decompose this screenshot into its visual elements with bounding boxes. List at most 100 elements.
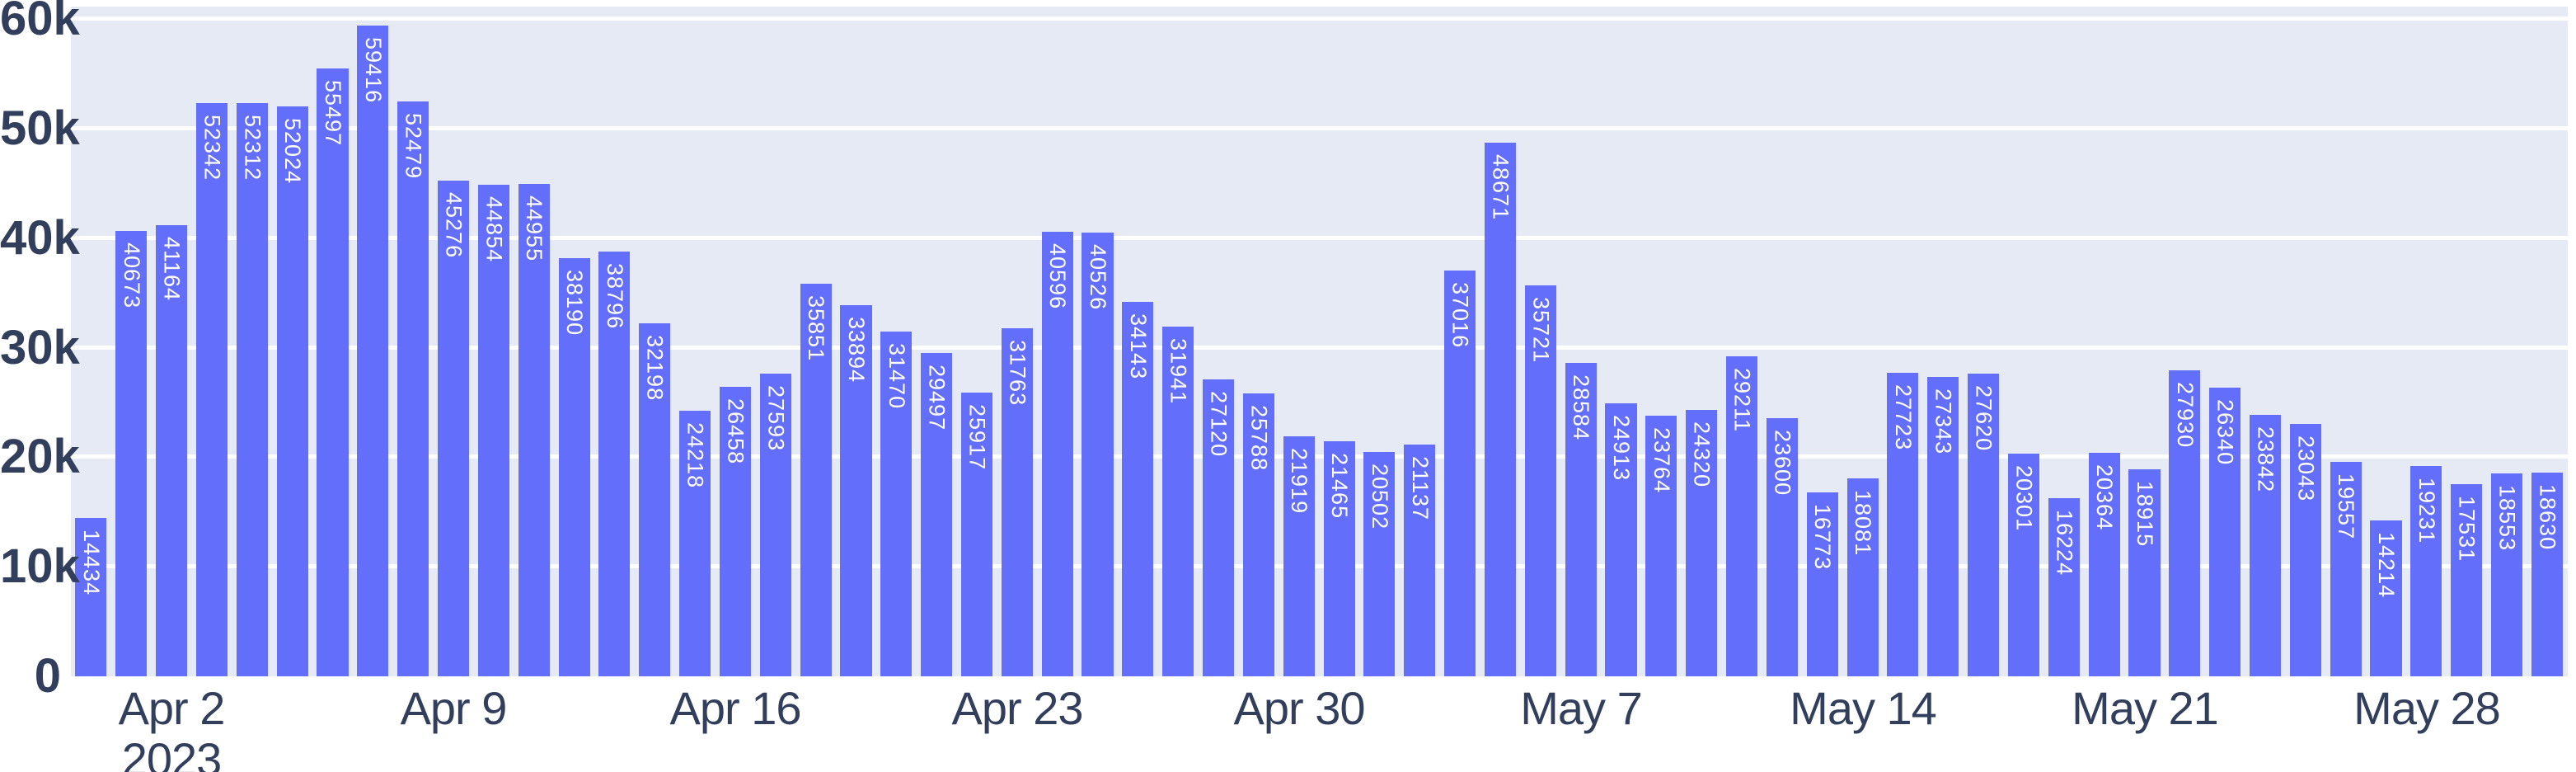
bar-slot: 18915 (2124, 7, 2165, 676)
bar-2023-05-03[interactable]: 21137 (1404, 445, 1436, 676)
bar-slot: 44955 (514, 7, 554, 676)
bar-2023-05-27[interactable]: 14214 (2370, 520, 2402, 676)
bar-2023-05-23[interactable]: 26340 (2209, 388, 2241, 676)
bar-2023-04-15[interactable]: 24218 (679, 411, 711, 676)
bar-slot: 31763 (997, 7, 1037, 676)
bar-slot: 41164 (152, 7, 192, 676)
bar-2023-04-11[interactable]: 44955 (518, 184, 550, 676)
x-tick-label: May 14 (1731, 685, 1995, 732)
plot-area[interactable]: 14434 40673 41164 52342 52312 52024 55497 59416… (71, 7, 2568, 676)
bar-2023-05-28[interactable]: 19231 (2410, 466, 2442, 676)
bar-2023-05-29[interactable]: 17531 (2451, 484, 2483, 676)
bar-2023-04-03[interactable]: 52342 (195, 103, 228, 676)
bar-2023-04-08[interactable]: 52479 (397, 101, 429, 676)
bar-value-label: 25917 (964, 404, 990, 471)
bar-2023-04-26[interactable]: 34143 (1122, 302, 1154, 676)
bar-2023-04-18[interactable]: 35851 (800, 284, 832, 676)
bar-2023-04-07[interactable]: 59416 (357, 26, 389, 676)
bar-2023-05-06[interactable]: 35721 (1524, 285, 1556, 676)
bar-value-label: 18915 (2132, 481, 2157, 548)
bar-value-label: 28584 (1569, 374, 1594, 441)
bar-2023-05-08[interactable]: 24913 (1605, 403, 1637, 676)
bar-2023-05-19[interactable]: 16224 (2048, 498, 2080, 676)
bar-2023-05-05[interactable]: 48671 (1484, 143, 1516, 676)
bar-2023-04-27[interactable]: 31941 (1162, 327, 1194, 676)
bar-2023-05-12[interactable]: 23600 (1766, 418, 1798, 676)
bar-2023-04-02[interactable]: 41164 (156, 225, 188, 676)
bar-2023-04-19[interactable]: 33894 (840, 305, 872, 676)
bar-2023-04-30[interactable]: 21919 (1283, 436, 1315, 676)
bar-slot: 40596 (1037, 7, 1077, 676)
bar-value-label: 44955 (522, 195, 547, 262)
bar-2023-05-11[interactable]: 29211 (1725, 356, 1758, 676)
bar-2023-04-20[interactable]: 31470 (880, 332, 913, 676)
bar-2023-05-04[interactable]: 37016 (1444, 271, 1476, 676)
bar-value-label: 17531 (2454, 496, 2480, 563)
bar-value-label: 45276 (441, 192, 467, 259)
bar-2023-04-16[interactable]: 26458 (719, 387, 751, 676)
bar-2023-05-25[interactable]: 23043 (2289, 424, 2321, 676)
bar-2023-05-13[interactable]: 16773 (1806, 492, 1838, 676)
bar-value-label: 52342 (199, 115, 225, 181)
y-tick-label: 40k (0, 211, 80, 265)
bar-value-label: 14214 (2374, 532, 2400, 599)
bar-value-label: 38190 (562, 270, 588, 337)
bar-2023-04-06[interactable]: 55497 (317, 68, 349, 676)
bar-slot: 52342 (192, 7, 232, 676)
bar-value-label: 27723 (1890, 384, 1916, 451)
bar-2023-04-05[interactable]: 52024 (276, 106, 308, 676)
bar-value-label: 41164 (159, 237, 185, 302)
bar-value-label: 27120 (1206, 391, 1232, 458)
bar-2023-04-09[interactable]: 45276 (437, 181, 470, 676)
bar-2023-05-18[interactable]: 20301 (2007, 454, 2039, 676)
bar-slot: 20364 (2084, 7, 2124, 676)
x-tick-label: May 28 (2295, 685, 2559, 732)
bar-2023-05-16[interactable]: 27343 (1927, 377, 1959, 676)
bar-value-label: 20364 (2092, 464, 2118, 531)
bar-2023-05-09[interactable]: 23764 (1645, 416, 1677, 676)
bar-2023-05-20[interactable]: 20364 (2088, 453, 2120, 676)
bar-2023-05-21[interactable]: 18915 (2128, 469, 2161, 676)
gridline-30k (71, 345, 2568, 350)
bar-2023-04-29[interactable]: 25788 (1242, 393, 1274, 676)
bar-value-label: 40596 (1045, 243, 1071, 310)
bar-2023-05-10[interactable]: 24320 (1686, 410, 1718, 676)
bar-2023-04-14[interactable]: 32198 (639, 323, 671, 676)
bar-2023-05-26[interactable]: 19557 (2330, 462, 2362, 676)
bar-2023-04-17[interactable]: 27593 (759, 374, 791, 676)
bar-value-label: 20301 (2011, 465, 2037, 532)
bar-2023-04-23[interactable]: 31763 (1001, 328, 1033, 676)
bar-2023-05-02[interactable]: 20502 (1363, 452, 1396, 676)
bar-2023-05-01[interactable]: 21465 (1323, 441, 1355, 676)
bar-slot: 21919 (1279, 7, 1319, 676)
bar-value-label: 34143 (1125, 313, 1151, 380)
bar-value-label: 20502 (1367, 464, 1392, 530)
bar-2023-04-22[interactable]: 25917 (960, 393, 993, 676)
bar-2023-05-24[interactable]: 23842 (2249, 415, 2282, 676)
bar-slot: 26340 (2205, 7, 2245, 676)
bar-2023-05-07[interactable]: 28584 (1565, 363, 1597, 676)
bar-2023-03-31[interactable]: 14434 (75, 518, 107, 676)
bar-2023-04-04[interactable]: 52312 (236, 103, 268, 676)
bar-value-label: 40673 (119, 242, 144, 309)
bar-2023-05-22[interactable]: 27930 (2169, 370, 2201, 676)
bar-2023-04-01[interactable]: 40673 (115, 231, 148, 676)
bar-2023-04-10[interactable]: 44854 (477, 185, 509, 676)
bar-2023-04-28[interactable]: 27120 (1203, 379, 1235, 676)
bar-2023-04-25[interactable]: 40526 (1082, 233, 1114, 676)
bar-2023-04-24[interactable]: 40596 (1041, 232, 1073, 676)
x-tick-date: Apr 9 (400, 682, 508, 734)
bar-2023-04-12[interactable]: 38190 (558, 258, 590, 676)
bar-2023-05-17[interactable]: 27620 (1968, 374, 2000, 676)
bar-value-label: 52312 (240, 115, 265, 181)
bar-2023-05-30[interactable]: 18553 (2491, 473, 2523, 676)
bar-2023-05-14[interactable]: 18081 (1846, 478, 1879, 676)
bar-value-label: 19557 (2334, 473, 2359, 540)
x-tick-label: May 7 (1449, 685, 1713, 732)
bar-2023-05-31[interactable]: 18630 (2531, 473, 2563, 676)
bar-slot: 24913 (1601, 7, 1641, 676)
bar-2023-04-13[interactable]: 38796 (598, 252, 631, 676)
bar-value-label: 33894 (843, 317, 869, 384)
bar-2023-05-15[interactable]: 27723 (1887, 373, 1919, 676)
bar-2023-04-21[interactable]: 29497 (921, 353, 953, 676)
